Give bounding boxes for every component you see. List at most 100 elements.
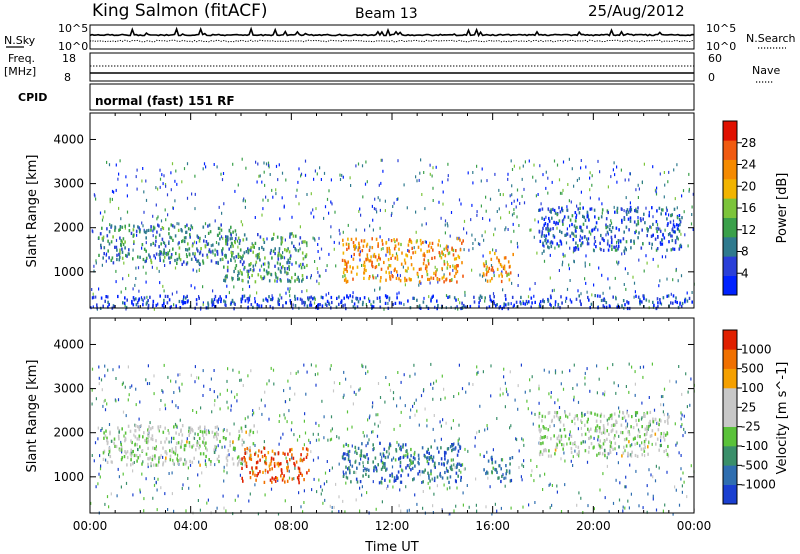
range-cell	[184, 301, 187, 305]
range-cell	[265, 458, 267, 462]
range-cell	[265, 297, 267, 301]
range-cell	[291, 456, 293, 460]
range-cell	[206, 501, 208, 505]
x-tick-label: 12:00	[375, 519, 410, 533]
range-cell	[126, 298, 128, 302]
range-cell	[260, 450, 263, 454]
range-cell	[471, 203, 473, 207]
range-cell	[461, 261, 463, 265]
range-cell	[428, 451, 430, 455]
range-cell	[674, 485, 676, 489]
range-cell	[648, 299, 650, 303]
range-cell	[274, 479, 277, 483]
range-cell	[652, 300, 654, 304]
range-cell	[374, 422, 376, 426]
range-cell	[202, 261, 205, 265]
range-cell	[259, 470, 261, 474]
range-cell	[214, 294, 217, 299]
range-cell	[420, 267, 422, 271]
range-cell	[610, 240, 613, 244]
range-cell	[635, 469, 637, 473]
range-cell	[288, 250, 291, 254]
range-cell	[574, 226, 576, 230]
range-cell	[616, 260, 618, 264]
range-cell	[358, 462, 361, 466]
range-cell	[181, 487, 183, 490]
range-cell	[561, 263, 563, 267]
range-cell	[565, 296, 568, 300]
range-cell	[494, 227, 496, 231]
range-cell	[252, 305, 254, 309]
range-cell	[166, 193, 169, 197]
range-cell	[340, 299, 343, 303]
range-cell	[558, 206, 560, 210]
range-cell	[409, 463, 411, 467]
range-cell	[588, 242, 590, 246]
range-cell	[230, 258, 232, 262]
range-cell	[505, 464, 507, 468]
range-cell	[646, 429, 648, 433]
range-cell	[422, 480, 424, 484]
range-cell	[400, 380, 402, 384]
range-cell	[513, 199, 515, 203]
range-cell	[573, 184, 575, 188]
range-cell	[145, 198, 148, 202]
range-cell	[627, 272, 629, 275]
range-cell	[173, 225, 176, 229]
range-cell	[168, 241, 170, 245]
range-cell	[446, 447, 449, 451]
range-cell	[183, 260, 185, 264]
range-cell	[558, 434, 560, 438]
range-cell	[534, 282, 536, 285]
range-cell	[688, 187, 690, 191]
range-cell	[113, 437, 116, 441]
range-cell	[162, 390, 164, 394]
range-cell	[125, 481, 128, 485]
range-cell	[242, 459, 244, 463]
range-cell	[118, 228, 120, 232]
range-cell	[513, 208, 515, 212]
time-xlabel: Time UT	[364, 540, 418, 554]
range-cell	[676, 441, 678, 445]
range-cell	[533, 235, 535, 239]
range-cell	[660, 419, 662, 423]
range-cell	[421, 446, 424, 450]
range-cell	[292, 234, 295, 238]
range-cell	[342, 275, 344, 279]
range-cell	[450, 464, 453, 468]
range-cell	[433, 256, 436, 260]
range-cell	[274, 251, 276, 256]
range-cell	[481, 234, 483, 238]
range-cell	[157, 477, 159, 481]
range-cell	[660, 212, 662, 216]
range-cell	[141, 243, 144, 247]
range-cell	[602, 298, 605, 302]
range-cell	[560, 434, 563, 438]
range-cell	[100, 378, 103, 382]
range-cell	[147, 364, 149, 368]
range-cell	[361, 264, 363, 267]
range-cell	[143, 230, 146, 234]
range-cell	[614, 423, 616, 427]
range-cell	[124, 431, 127, 435]
range-cell	[350, 270, 353, 274]
range-cell	[187, 227, 190, 231]
range-cell	[365, 257, 367, 261]
range-cell	[95, 485, 97, 489]
range-cell	[636, 411, 639, 415]
range-cell	[276, 235, 279, 239]
range-cell	[630, 246, 632, 250]
range-cell	[157, 427, 160, 431]
range-cell	[278, 163, 280, 167]
range-cell	[423, 252, 425, 256]
range-cell	[247, 275, 249, 279]
range-cell	[433, 414, 435, 417]
range-cell	[589, 263, 591, 267]
range-cell	[407, 464, 409, 468]
range-cell	[664, 433, 667, 437]
range-cell	[644, 221, 646, 225]
range-cell	[606, 242, 609, 246]
range-cell	[149, 421, 151, 425]
range-cell	[443, 273, 445, 277]
range-cell	[593, 283, 595, 287]
